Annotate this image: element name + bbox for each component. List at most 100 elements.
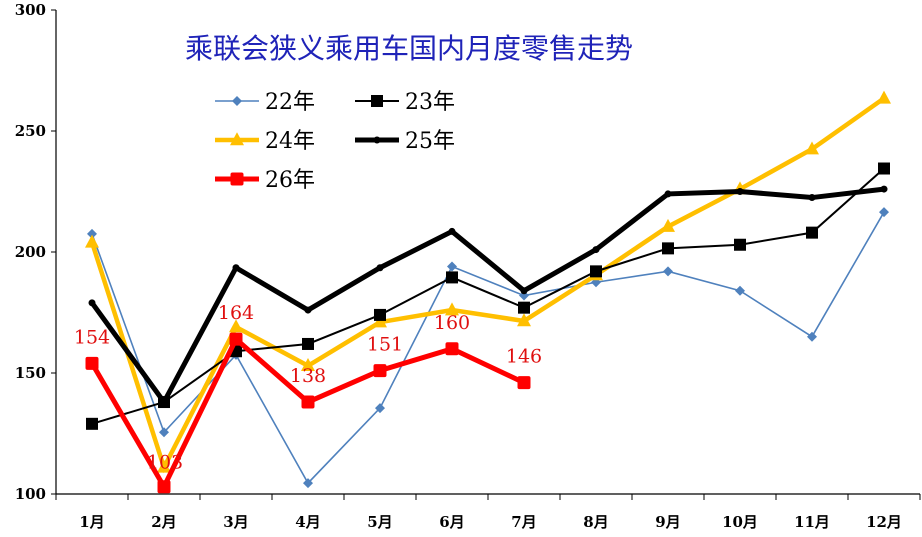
series-23-point <box>662 242 674 255</box>
series-25-point <box>304 306 312 314</box>
series-22-point <box>735 285 745 296</box>
x-tick-label: 1月 <box>79 513 104 531</box>
legend-item-23: 23年 <box>355 90 455 115</box>
legend-marker <box>230 132 244 146</box>
y-tick-label: 300 <box>15 1 46 19</box>
legend-item-22: 22年 <box>215 90 315 115</box>
series-25-point <box>808 194 816 202</box>
series-25-line <box>89 186 885 407</box>
y-tick-label: 100 <box>15 485 46 503</box>
series-26-point <box>229 332 243 346</box>
series-26-point <box>157 480 171 494</box>
series-24-line <box>89 96 886 474</box>
series-22 <box>87 207 889 489</box>
series-23-point <box>590 265 602 278</box>
y-ticks: 100 150 200 250 300 <box>15 1 56 503</box>
series-26-point <box>85 356 99 370</box>
legend-label: 26年 <box>265 168 315 193</box>
series-22-point <box>879 207 889 218</box>
x-tick-label: 6月 <box>439 513 464 531</box>
series-24-point <box>301 358 315 371</box>
series-24-point <box>805 141 819 155</box>
x-tick-label: 10月 <box>722 513 758 531</box>
y-tick-label: 200 <box>15 243 46 261</box>
series-23-point <box>86 417 98 430</box>
x-tick-label: 11月 <box>794 513 830 531</box>
series-25-point <box>88 299 96 307</box>
series-22-point <box>87 228 97 239</box>
x-tick-label: 5月 <box>367 513 392 531</box>
data-label: 146 <box>506 346 542 368</box>
legend-marker <box>373 136 381 144</box>
y-tick-label: 150 <box>15 364 46 382</box>
series-22-point <box>447 261 457 272</box>
legend: 22年 23年 24年 25年 26年 <box>215 90 455 193</box>
data-label: 160 <box>434 312 470 334</box>
legend-item-25: 25年 <box>355 129 455 154</box>
series-25-point <box>520 287 528 295</box>
series-23-point <box>446 271 458 284</box>
legend-label: 24年 <box>265 129 315 154</box>
series-24-point <box>85 234 99 248</box>
series-23-point <box>374 308 386 321</box>
series-26 <box>85 332 531 494</box>
series-layer <box>85 90 891 494</box>
series-23-point <box>878 162 890 175</box>
series-23-point <box>518 301 530 314</box>
x-tick-label: 2月 <box>151 513 176 531</box>
series-25-point <box>880 185 888 193</box>
legend-marker <box>232 96 242 106</box>
legend-item-26: 26年 <box>215 168 315 193</box>
data-label: 151 <box>367 334 403 356</box>
series-23-point <box>302 337 314 350</box>
data-label: 154 <box>74 326 110 348</box>
series-24-point <box>229 319 243 333</box>
legend-item-24: 24年 <box>215 129 315 154</box>
series-25-point <box>736 188 744 195</box>
series-22-point <box>663 266 673 277</box>
series-23-point <box>734 238 746 251</box>
series-24-point <box>157 459 171 473</box>
legend-label: 25年 <box>405 129 455 154</box>
y-tick-label: 250 <box>15 122 46 140</box>
series-24 <box>85 90 891 474</box>
data-label: 164 <box>218 302 254 324</box>
data-label: 103 <box>147 452 183 474</box>
x-ticks: 1月 2月 3月 4月 5月 6月 7月 8月 9月 10月 11月 12月 <box>55 494 921 531</box>
x-tick-label: 7月 <box>511 513 536 531</box>
series-22-point <box>807 331 817 342</box>
legend-marker <box>371 95 383 107</box>
series-24-point <box>517 313 531 327</box>
legend-label: 23年 <box>405 90 455 115</box>
legend-label: 22年 <box>265 90 315 115</box>
x-tick-label: 4月 <box>295 513 320 531</box>
series-22-point <box>159 427 169 438</box>
series-22-line <box>91 211 885 485</box>
series-24-point <box>661 218 675 232</box>
series-26-point <box>445 342 459 356</box>
x-tick-label: 3月 <box>223 513 248 531</box>
x-tick-label: 9月 <box>655 513 680 531</box>
data-labels: 154 103 164 138 151 160 146 <box>74 302 542 474</box>
chart-title: 乘联会狭义乘用车国内月度零售走势 <box>185 32 633 65</box>
x-tick-label: 12月 <box>866 513 902 531</box>
legend-marker <box>230 172 244 186</box>
series-25 <box>88 185 888 407</box>
series-26-point <box>517 376 531 390</box>
x-tick-label: 8月 <box>583 513 608 531</box>
series-25-point <box>592 246 600 254</box>
series-25-point <box>160 398 168 406</box>
series-25-point <box>664 190 672 198</box>
series-25-point <box>448 227 456 235</box>
series-25-point <box>376 264 384 272</box>
series-24-point <box>877 90 891 104</box>
series-24-point <box>373 314 387 328</box>
series-25-point <box>232 264 240 272</box>
series-23 <box>86 162 890 430</box>
series-26-point <box>301 395 315 409</box>
data-label: 138 <box>290 365 326 387</box>
series-26-point <box>373 364 387 378</box>
series-22-point <box>303 478 313 489</box>
series-24-point <box>445 302 459 316</box>
